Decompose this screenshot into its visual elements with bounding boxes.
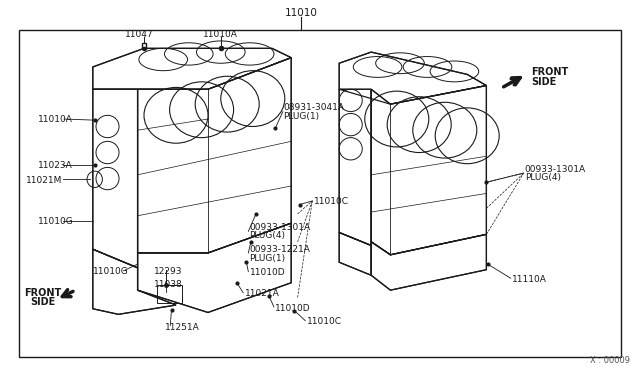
Text: 11010D: 11010D bbox=[275, 304, 311, 312]
Polygon shape bbox=[339, 89, 371, 246]
Text: 12293: 12293 bbox=[154, 267, 182, 276]
Polygon shape bbox=[371, 234, 486, 290]
Text: 11010: 11010 bbox=[284, 8, 317, 18]
Polygon shape bbox=[339, 232, 371, 275]
Text: 11021M: 11021M bbox=[26, 176, 62, 185]
Bar bbox=[19, 30, 621, 357]
Text: 00933-1301A: 00933-1301A bbox=[250, 223, 311, 232]
Text: PLUG(4): PLUG(4) bbox=[525, 173, 561, 182]
Text: FRONT: FRONT bbox=[24, 288, 61, 298]
Text: 11010C: 11010C bbox=[307, 317, 342, 326]
Text: 11047: 11047 bbox=[125, 30, 154, 39]
Polygon shape bbox=[138, 223, 291, 312]
Text: 00933-1301A: 00933-1301A bbox=[525, 165, 586, 174]
Polygon shape bbox=[371, 86, 486, 255]
Text: 11038: 11038 bbox=[154, 280, 182, 289]
Text: 11010C: 11010C bbox=[314, 197, 349, 206]
Polygon shape bbox=[93, 249, 176, 314]
Text: 11010D: 11010D bbox=[250, 268, 285, 277]
Text: SIDE: SIDE bbox=[31, 297, 56, 307]
Text: 11010A: 11010A bbox=[38, 115, 73, 124]
Polygon shape bbox=[93, 89, 138, 268]
Text: 11010G: 11010G bbox=[93, 267, 129, 276]
Text: SIDE: SIDE bbox=[531, 77, 556, 87]
Text: 11110A: 11110A bbox=[512, 275, 547, 284]
Text: 00933-1221A: 00933-1221A bbox=[250, 246, 310, 254]
Text: PLUG(1): PLUG(1) bbox=[250, 254, 285, 263]
Text: PLUG(4): PLUG(4) bbox=[250, 231, 285, 240]
Polygon shape bbox=[339, 52, 486, 104]
Text: FRONT: FRONT bbox=[531, 67, 568, 77]
Text: 11251A: 11251A bbox=[165, 323, 200, 332]
Text: 08931-3041A: 08931-3041A bbox=[283, 103, 344, 112]
Text: X : 00009: X : 00009 bbox=[590, 356, 630, 365]
Text: 11021A: 11021A bbox=[244, 289, 279, 298]
Polygon shape bbox=[138, 58, 291, 253]
Text: 11010A: 11010A bbox=[204, 30, 238, 39]
Text: 11023A: 11023A bbox=[38, 161, 73, 170]
Text: 11010G: 11010G bbox=[38, 217, 74, 226]
Polygon shape bbox=[93, 48, 291, 89]
Text: PLUG(1): PLUG(1) bbox=[283, 112, 319, 121]
